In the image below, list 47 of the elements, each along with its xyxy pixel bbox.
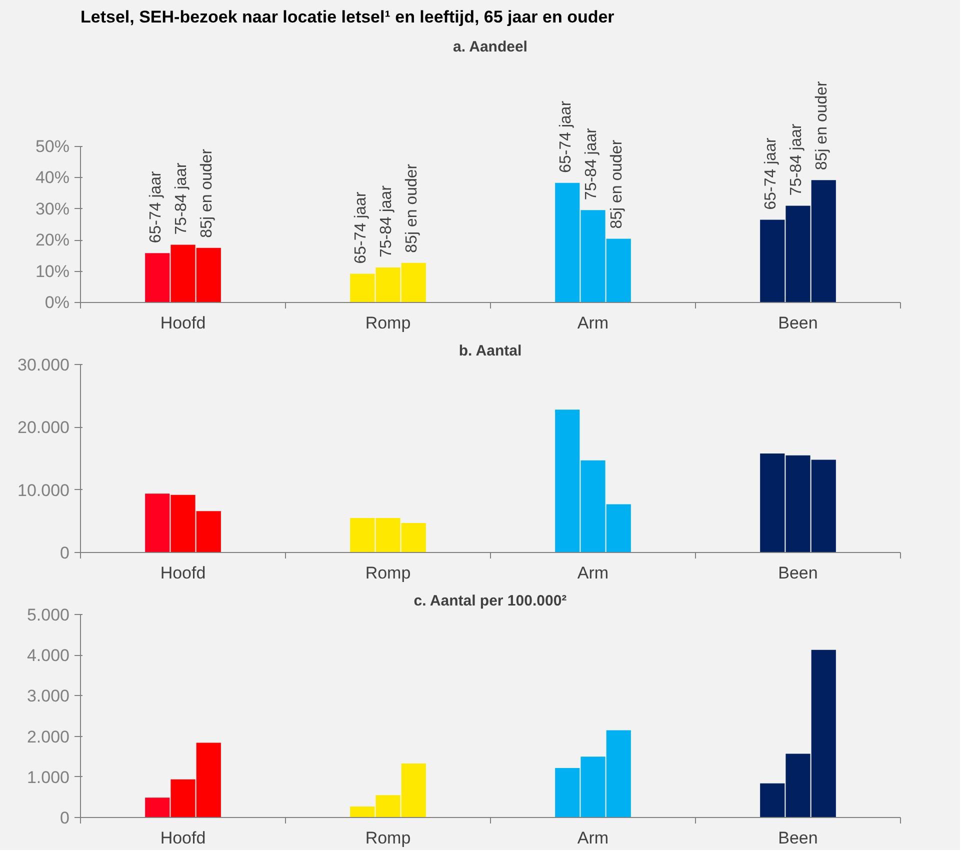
text: Letsel, SEH-bezoek naar locatie letsel¹ en leeftijd, 65 jaar en ouder [80,8,615,26]
y-tick-label: 50% [35,136,70,156]
x-tick-label: Romp [365,564,411,582]
text: 75-84 jaar [173,162,190,235]
text: 65-74 jaar [147,170,164,244]
y-tick-label: 10% [35,262,70,281]
chart-title: c. Aantal per 100.000² [414,592,567,610]
x-tick-label: Romp [365,314,411,332]
x-tick-label: Romp [365,828,411,848]
text: 85j en ouder [814,81,831,170]
chart-title: a. Aandeel [452,38,528,56]
y-tick-label: 0 [60,544,70,562]
text: 75-84 jaar [583,128,600,200]
text: 75-84 jaar [788,124,805,196]
chart-title: b. Aantal [458,342,522,360]
y-tick-label: 0% [44,293,70,312]
x-tick-label: Been [778,828,818,848]
text: 85j en ouder [198,148,216,238]
text: 65-74 jaar [557,100,574,173]
text: 75-84 jaar [378,185,395,258]
y-tick-label: 2.000 [26,727,70,746]
x-tick-label: Hoofd [160,828,206,848]
text: 65-74 jaar [762,138,780,210]
y-tick-label: 5.000 [26,606,70,624]
y-tick-label: 4.000 [26,646,70,666]
y-tick-label: 40% [35,168,70,188]
text: 85j en ouder [608,140,626,229]
bar [145,253,170,302]
y-tick-label: 30.000 [18,356,70,374]
x-tick-label: Arm [577,828,609,848]
x-tick-label: Arm [577,314,609,332]
y-tick-label: 0 [60,808,70,828]
y-tick-label: 1.000 [26,768,70,787]
y-tick-label: 20% [35,230,70,250]
x-tick-label: Arm [577,564,609,582]
bar [145,798,170,818]
y-tick-label: 30% [35,199,70,218]
text: 85j en ouder [404,164,421,253]
x-tick-label: Been [778,314,818,332]
y-tick-label: 10.000 [18,480,70,500]
text: 65-74 jaar [352,192,370,264]
y-tick-label: 3.000 [26,686,70,706]
x-tick-label: Hoofd [160,314,206,332]
x-tick-label: Been [778,564,818,582]
x-tick-label: Hoofd [160,564,206,582]
y-tick-label: 20.000 [18,418,70,438]
bar [145,494,170,552]
